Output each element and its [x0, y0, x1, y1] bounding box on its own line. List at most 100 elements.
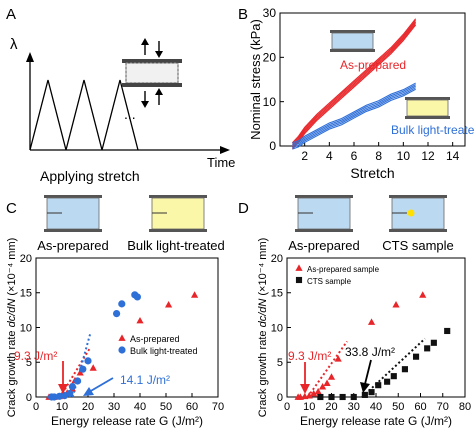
panel-d-label-cts: CTS sample	[382, 238, 454, 253]
data-point	[118, 300, 126, 308]
annotation-d-black: 33.8 J/m²	[345, 345, 395, 359]
series-line	[291, 24, 417, 150]
panel-d-sample-as-prepared	[295, 195, 353, 232]
y-tick-label: 0	[26, 392, 32, 404]
data-point	[368, 389, 375, 396]
panel-d-label-as-prepared: As-prepared	[288, 238, 360, 253]
panel-d-sample-cts	[389, 195, 447, 232]
annotation-d-arrows	[300, 359, 372, 394]
y-tick-label: 5	[26, 357, 32, 369]
y-tick-label: 0	[277, 392, 283, 404]
data-point	[136, 316, 144, 324]
data-point	[66, 389, 74, 398]
y-tick-label: 10	[20, 322, 32, 334]
data-point	[191, 291, 199, 298]
plot-frame	[279, 12, 466, 147]
x-axis-title: Energy release rate G (J/m²)	[51, 414, 203, 428]
data-point	[89, 364, 97, 371]
panel-letter-b: B	[238, 6, 248, 23]
data-point	[118, 346, 126, 354]
panel-a-ellipsis: ...	[124, 106, 136, 122]
x-tick-label: 40	[370, 401, 382, 413]
legend-label: CTS sample	[307, 277, 352, 286]
data-point	[392, 300, 400, 308]
fit-line	[361, 337, 426, 398]
series-line	[291, 19, 417, 145]
panel-c-label-as-prepared: As-prepared	[37, 238, 109, 253]
panel-letter-c: C	[6, 200, 17, 217]
data-point	[79, 365, 87, 373]
data-point	[334, 355, 342, 362]
x-arrow-icon	[220, 146, 230, 154]
stress-stretch-chart: 2 4 6 8 10 12 14 0 10 20 30 As-prepared Bulk light-t…	[248, 6, 474, 181]
panel-b-sample-blue	[330, 30, 375, 52]
crack-growth-chart-c: 0 10 20 30 40 50 60 70 0 5 10 15 20 As-prepared Bulk l…	[6, 238, 224, 428]
stretch-profile-line	[29, 79, 139, 151]
y-axis-title: Crack growth rate dc/dN (×10⁻⁴ mm)	[257, 238, 269, 418]
data-point	[310, 389, 318, 397]
y-tick-label: 10	[271, 322, 283, 334]
data-point	[133, 293, 141, 301]
series-line	[292, 82, 416, 144]
data-point	[74, 377, 82, 385]
x-tick-label: 50	[392, 401, 404, 413]
panel-c-label-light-treated: Bulk light-treated	[127, 238, 225, 253]
x-tick-label: 40	[134, 401, 146, 413]
y-tick-label: 5	[277, 357, 283, 369]
data-point	[328, 393, 335, 401]
x-tick-label: 10	[397, 149, 411, 163]
legend-label: Bulk light-treated	[130, 346, 198, 356]
y-tick-label: 15	[271, 288, 283, 300]
x-tick-label: 20	[325, 401, 337, 413]
series-line	[292, 85, 416, 147]
x-axis-title: Energy release rate G (J/m²)	[300, 414, 452, 428]
data-point	[339, 393, 346, 401]
y-tick-label: 30	[263, 6, 277, 20]
data-point	[295, 264, 303, 271]
annotation-d-red: 9.3 J/m²	[288, 349, 331, 363]
data-point	[118, 334, 126, 341]
data-point	[305, 392, 313, 399]
y-axis-title: Crack growth rate dc/dN (×10⁻⁴ mm)	[6, 238, 18, 418]
series-line	[291, 18, 417, 144]
series-line	[291, 23, 417, 148]
annotation-c-arrows	[58, 361, 114, 396]
series-line	[292, 84, 416, 145]
x-tick-label: 70	[437, 401, 449, 413]
legend-label: As-prepared sample	[307, 265, 380, 274]
data-point	[367, 318, 376, 325]
x-tick-label: 60	[414, 401, 426, 413]
legend: As-prepared Bulk light-treated	[118, 334, 198, 356]
x-tick-label: 8	[375, 149, 382, 163]
y-tick-label: 0	[269, 139, 276, 153]
y-tick-label: 15	[20, 288, 32, 300]
panel-c-sample-light-treated	[149, 195, 207, 232]
panel-letter-d: D	[238, 200, 249, 217]
data-point	[323, 379, 331, 386]
x-tick-label: 20	[82, 401, 94, 413]
x-tick-label: 10	[303, 401, 315, 413]
data-point	[390, 373, 397, 380]
series-label: Bulk light-treated	[391, 123, 474, 137]
x-tick-label: 6	[351, 149, 358, 163]
panel-a-caption: Applying stretch	[40, 168, 140, 184]
x-tick-label: 12	[421, 149, 435, 163]
data-point	[419, 291, 427, 298]
annotation-c-blue: 14.1 J/m²	[120, 373, 170, 387]
panel-a-xlabel: Time	[207, 155, 235, 170]
x-tick-label: 60	[186, 401, 198, 413]
series-line	[292, 88, 416, 150]
x-tick-label: 0	[284, 401, 290, 413]
data-point	[375, 382, 382, 389]
x-tick-label: 4	[326, 149, 333, 163]
panel-a-plot	[26, 52, 230, 154]
x-tick-label: 30	[108, 401, 120, 413]
data-point	[165, 300, 173, 308]
data-point	[76, 369, 84, 376]
x-tick-label: 50	[160, 401, 172, 413]
x-tick-label: 10	[56, 401, 68, 413]
data-point	[384, 378, 391, 385]
data-point	[319, 382, 327, 390]
y-tick-label: 10	[263, 95, 277, 109]
data-point	[430, 339, 437, 346]
